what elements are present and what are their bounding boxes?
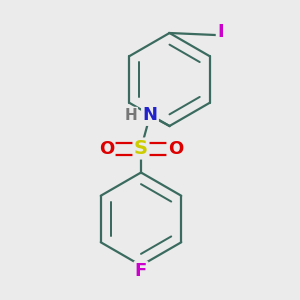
Text: I: I bbox=[217, 23, 224, 41]
Text: S: S bbox=[134, 139, 148, 158]
Text: N: N bbox=[142, 106, 158, 124]
Text: F: F bbox=[135, 262, 147, 280]
Text: O: O bbox=[99, 140, 114, 158]
Text: H: H bbox=[124, 108, 137, 123]
Text: O: O bbox=[168, 140, 183, 158]
